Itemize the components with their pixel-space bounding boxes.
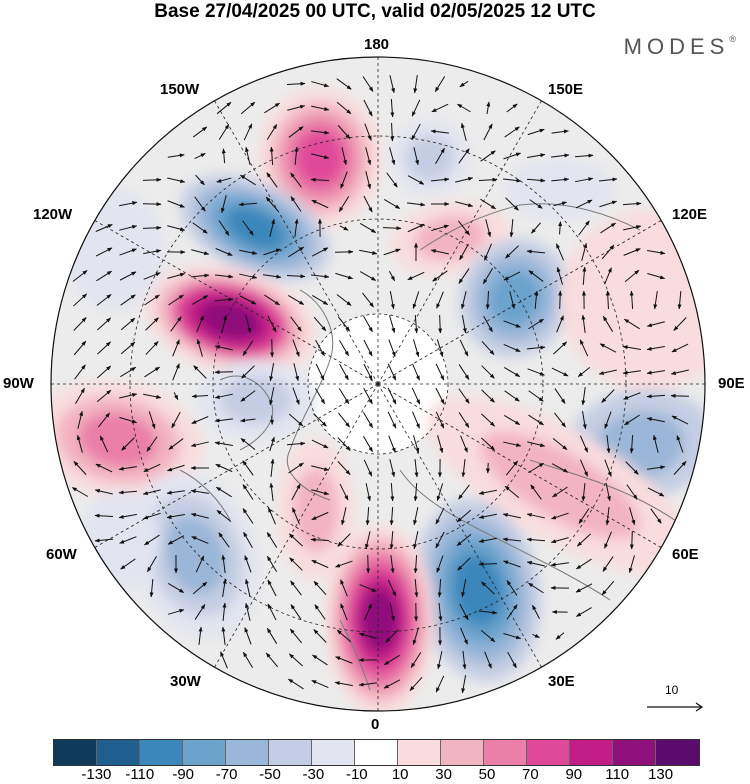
- colorbar-tick-label: -30: [303, 766, 325, 783]
- colorbar-swatch: [54, 740, 97, 765]
- anomaly-contour: [295, 130, 345, 186]
- colorbar-swatch: [441, 740, 484, 765]
- lon-label-60e: 60E: [672, 546, 699, 563]
- colorbar-tick-label: 110: [605, 766, 629, 783]
- colorbar-tick-label: 10: [392, 766, 409, 783]
- polar-anomaly-map: [0, 0, 750, 735]
- colorbar-tick-label: -70: [216, 766, 238, 783]
- lon-label-30w: 30W: [170, 673, 201, 690]
- colorbar-swatch: [527, 740, 570, 765]
- colorbar-swatch: [140, 740, 183, 765]
- lon-label-150w: 150W: [160, 81, 199, 98]
- colorbar-tick-label: 70: [522, 766, 539, 783]
- colorbar-tick-label: -90: [172, 766, 194, 783]
- lon-label-150e: 150E: [548, 81, 583, 98]
- anomaly-contour: [362, 588, 399, 651]
- lon-label-0: 0: [371, 716, 379, 733]
- colorbar-tick-label: -50: [259, 766, 281, 783]
- colorbar-tick-label: -130: [81, 766, 111, 783]
- colorbar-tick-label: 50: [479, 766, 496, 783]
- colorbar-tick-label: 90: [565, 766, 582, 783]
- colorbar-tick-label: -110: [125, 766, 154, 783]
- lon-label-120e: 120E: [672, 206, 707, 223]
- colorbar-ticks: -130 -110 -90 -70 -50 -30 -10 10 30 50 70 90 110 130: [53, 766, 705, 784]
- anomaly-contour: [505, 160, 615, 220]
- colorbar-swatch: [97, 740, 140, 765]
- wind-vector: [215, 372, 233, 373]
- lon-label-60w: 60W: [46, 546, 77, 563]
- colorbar-tick-label: 130: [648, 766, 673, 783]
- colorbar-swatch: [398, 740, 441, 765]
- colorbar-swatch: [484, 740, 527, 765]
- wind-vector: [368, 555, 369, 573]
- anomaly-contour: [80, 490, 160, 590]
- colorbar: [53, 739, 700, 766]
- lon-label-90e: 90E: [718, 375, 745, 392]
- reference-vector-label: 10: [665, 683, 678, 697]
- wind-vector: [632, 531, 633, 549]
- colorbar-swatch: [355, 740, 398, 765]
- colorbar-swatch: [312, 740, 355, 765]
- lon-label-90w: 90W: [3, 375, 34, 392]
- lon-label-180: 180: [364, 36, 389, 53]
- lon-label-120w: 120W: [33, 206, 72, 223]
- wind-vector: [671, 396, 689, 397]
- wind-vector: [143, 228, 161, 229]
- anomaly-contour: [560, 210, 740, 390]
- colorbar-swatch: [613, 740, 656, 765]
- colorbar-tick-label: -10: [346, 766, 368, 783]
- reference-vector-arrow: [646, 700, 704, 714]
- colorbar-swatch: [183, 740, 226, 765]
- colorbar-swatch: [269, 740, 312, 765]
- colorbar-swatch: [570, 740, 613, 765]
- wind-vector: [479, 564, 497, 565]
- lon-label-30e: 30E: [548, 673, 575, 690]
- wind-vector: [560, 291, 561, 309]
- colorbar-swatch: [226, 740, 269, 765]
- colorbar-swatch: [656, 740, 699, 765]
- anomaly-contour: [406, 135, 454, 181]
- colorbar-tick-label: 30: [435, 766, 452, 783]
